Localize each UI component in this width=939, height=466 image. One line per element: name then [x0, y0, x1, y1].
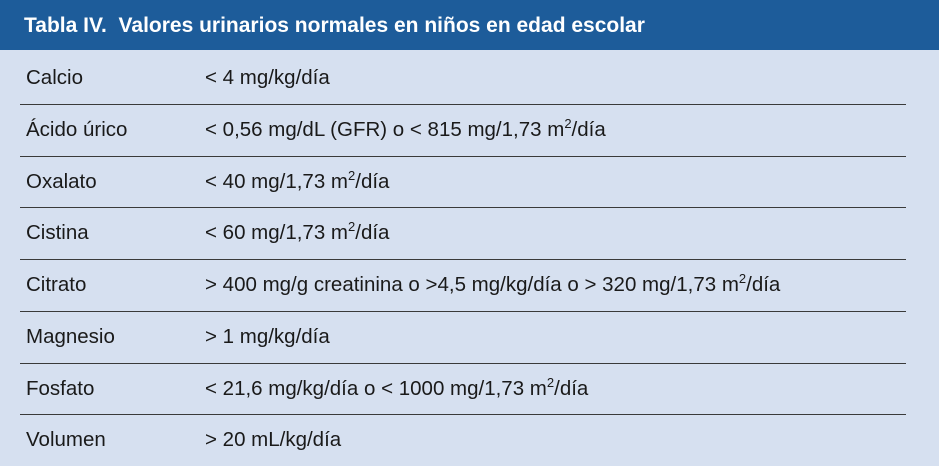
table-row: Ácido úrico < 0,56 mg/dL (GFR) o < 815 mg…	[0, 104, 939, 155]
row-value: < 40 mg/1,73 m2/día	[205, 167, 390, 194]
value-text: < 0,56 mg/dL (GFR) o < 815 mg/1,73 m	[205, 117, 565, 141]
superscript: 2	[348, 219, 356, 235]
row-value: > 1 mg/kg/día	[205, 325, 330, 349]
table-row: Magnesio > 1 mg/kg/día	[0, 311, 939, 362]
row-label: Magnesio	[26, 324, 115, 348]
value-text: > 400 mg/g creatinina o >4,5 mg/kg/día o…	[205, 273, 739, 296]
superscript: 2	[348, 167, 356, 183]
row-separator	[20, 156, 906, 157]
table-row: Fosfato < 21,6 mg/kg/día o < 1000 mg/1,73…	[0, 363, 939, 414]
row-label: Calcio	[26, 66, 83, 89]
table-row: Citrato > 400 mg/g creatinina o >4,5 mg/k…	[0, 259, 939, 310]
row-value: < 0,56 mg/dL (GFR) o < 815 mg/1,73 m2/dí…	[205, 115, 606, 142]
row-separator	[20, 414, 906, 415]
row-separator	[20, 311, 906, 312]
row-separator	[20, 259, 906, 260]
value-text: /día	[746, 273, 781, 296]
value-text: < 60 mg/1,73 m	[205, 221, 349, 245]
row-label: Citrato	[26, 273, 87, 296]
row-label: Fosfato	[26, 376, 95, 400]
value-text: < 4 mg/kg/día	[205, 66, 330, 89]
superscript: 2	[546, 374, 555, 390]
table-row: Oxalato < 40 mg/1,73 m2/día	[0, 156, 939, 207]
table-row: Cistina < 60 mg/1,73 m2/día	[0, 207, 939, 258]
value-text: > 20 mL/kg/día	[205, 428, 342, 452]
table-row: Volumen > 20 mL/kg/día	[0, 414, 939, 465]
row-value: < 21,6 mg/kg/día o < 1000 mg/1,73 m2/día	[205, 374, 589, 401]
row-value: > 20 mL/kg/día	[205, 428, 341, 452]
value-text: /día	[571, 117, 606, 141]
superscript: 2	[738, 271, 747, 286]
value-text: /día	[355, 221, 390, 245]
row-label: Cistina	[26, 221, 89, 245]
row-label: Ácido úrico	[26, 117, 128, 141]
table-title: Tabla IV. Valores urinarios normales en …	[0, 0, 939, 50]
value-text: /día	[554, 376, 589, 400]
row-separator	[20, 363, 906, 364]
row-separator	[20, 207, 906, 208]
value-text: /día	[355, 169, 390, 193]
row-separator	[20, 104, 906, 105]
value-text: > 1 mg/kg/día	[205, 324, 330, 348]
value-text: < 21,6 mg/kg/día o < 1000 mg/1,73 m	[205, 376, 547, 400]
row-label: Volumen	[26, 428, 106, 452]
row-label: Oxalato	[26, 169, 97, 193]
superscript: 2	[564, 115, 572, 131]
row-value: < 60 mg/1,73 m2/día	[205, 219, 390, 245]
table-row: Calcio < 4 mg/kg/día	[0, 52, 939, 103]
row-value: < 4 mg/kg/día	[205, 66, 330, 90]
row-value: > 400 mg/g creatinina o >4,5 mg/kg/día o…	[205, 271, 781, 297]
value-text: < 40 mg/1,73 m	[205, 169, 349, 193]
